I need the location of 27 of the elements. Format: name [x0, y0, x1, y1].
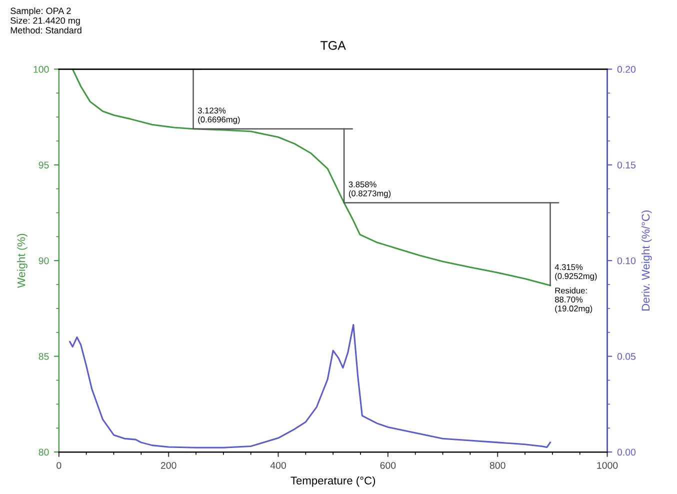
line-series	[69, 324, 552, 448]
x-tick-label: 800	[490, 462, 506, 469]
y-axis-title: Weight (%)	[17, 234, 28, 288]
annotation: 3.858% (0.8273mg)	[348, 181, 391, 198]
text: Sample: OPA 2 Size: 21.4420 mg Method: Standard	[10, 7, 82, 34]
annotation: 4.315% (0.9252mg)	[554, 264, 597, 281]
y-tick-label: 100	[34, 66, 49, 73]
x-axis-title: Temperature (°C)	[290, 476, 376, 487]
y2-tick-label: 0.15	[617, 162, 636, 168]
x-tick-label: 0	[56, 462, 62, 469]
y-tick-label: 95	[38, 162, 49, 168]
y2-tick-label: 0.00	[617, 448, 636, 456]
y-tick-label: 80	[38, 448, 49, 456]
y2-axis-title: Deriv. Weight (%/°C)	[641, 210, 652, 310]
x-tick-label: 1000	[597, 462, 618, 469]
line-series	[72, 69, 552, 286]
x-tick-label: 600	[380, 462, 396, 469]
y2-tick-label: 0.20	[617, 66, 636, 73]
y-tick-label: 85	[38, 353, 49, 360]
y2-tick-label: 0.05	[617, 353, 636, 360]
annotation: Residue: 88.70% (19.02mg)	[554, 287, 592, 314]
y2-tick-label: 0.10	[617, 257, 636, 264]
chart-title: TGA	[320, 40, 346, 50]
annotation: 3.123% (0.6696mg)	[198, 108, 240, 124]
y-tick-label: 90	[38, 257, 49, 264]
x-tick-label: 400	[270, 462, 286, 469]
x-tick-label: 200	[160, 462, 176, 469]
